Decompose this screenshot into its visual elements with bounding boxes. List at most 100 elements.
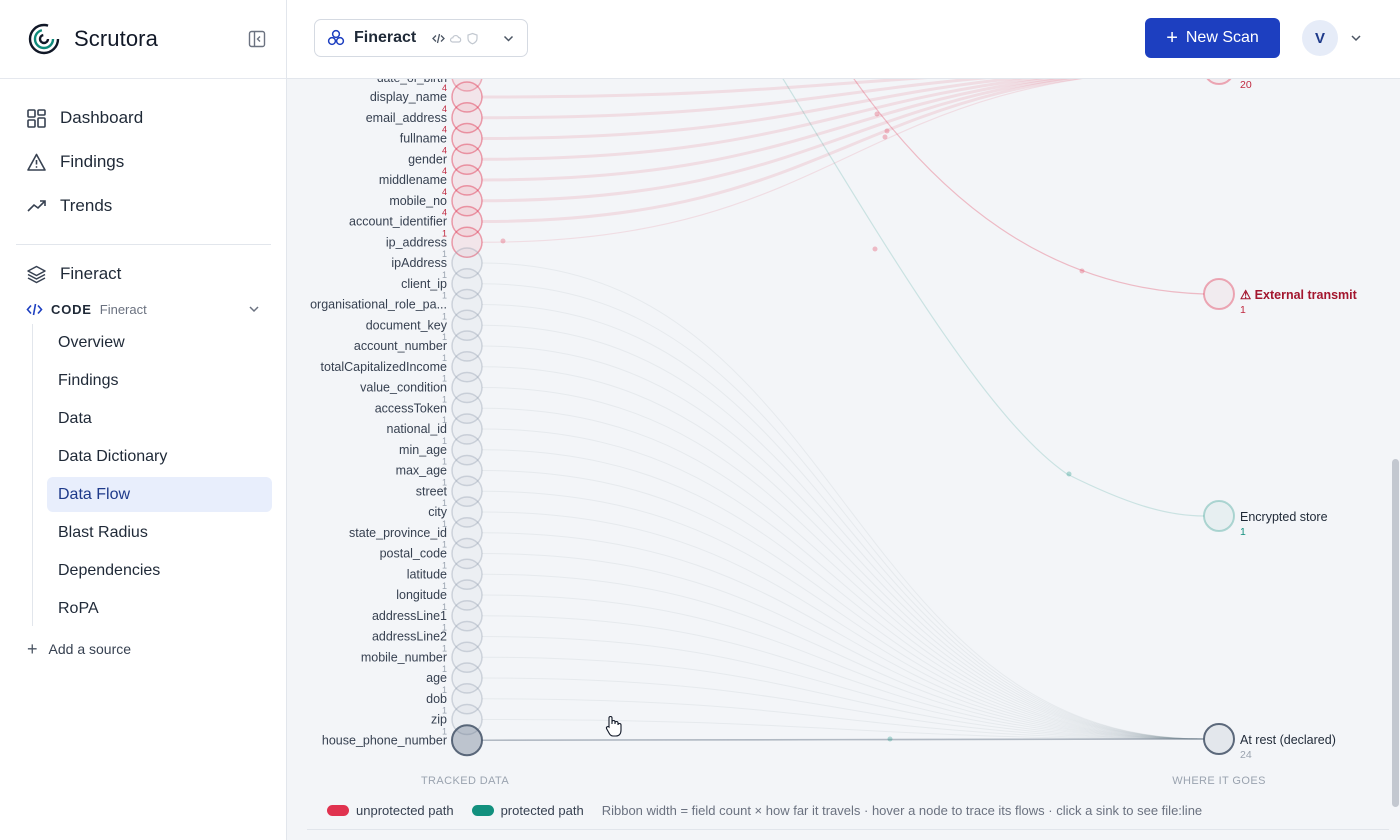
pointer-cursor-icon [605, 716, 622, 737]
field-node[interactable] [451, 164, 483, 196]
field-label: date_of_birth [377, 79, 447, 85]
field-node[interactable] [451, 268, 483, 300]
subnav-data-flow[interactable]: Data Flow [47, 477, 272, 512]
field-count: 1 [442, 643, 447, 653]
subnav-ropa[interactable]: RoPA [58, 599, 99, 617]
field-node[interactable] [451, 79, 483, 92]
sink-count: 24 [1240, 749, 1252, 761]
scrollbar-thumb[interactable] [1392, 459, 1399, 807]
field-label: postal_code [380, 547, 447, 561]
field-node[interactable] [451, 517, 483, 549]
field-node[interactable] [451, 413, 483, 445]
scrollbar[interactable] [1391, 79, 1400, 840]
ribbon-at-rest [481, 532, 1205, 740]
chevron-down-icon[interactable] [247, 302, 261, 316]
sidebar-project-name: Fineract [60, 264, 122, 283]
field-node[interactable] [451, 558, 483, 590]
collapse-sidebar-icon[interactable] [247, 29, 267, 49]
field-node[interactable] [451, 434, 483, 466]
ribbon-at-rest [481, 719, 1205, 740]
field-count: 4 [442, 145, 447, 155]
ribbon-at-rest [481, 677, 1205, 740]
nav-dashboard[interactable]: Dashboard [0, 96, 286, 140]
sink-node[interactable] [1203, 278, 1235, 310]
warning-icon [27, 153, 46, 171]
subnav-blast-radius[interactable]: Blast Radius [58, 523, 148, 541]
field-label: zip [431, 713, 447, 727]
field-node[interactable] [451, 247, 483, 279]
chevron-down-icon [503, 35, 514, 42]
field-node[interactable] [451, 330, 483, 362]
ribbon-at-rest [481, 738, 1205, 742]
ribbon-unprotected [481, 79, 1060, 182]
field-node[interactable] [451, 454, 483, 487]
subnav-findings[interactable]: Findings [58, 371, 119, 389]
field-node[interactable] [451, 579, 483, 611]
app-name: Scrutora [74, 26, 158, 51]
sink-node[interactable] [1203, 723, 1235, 755]
field-node[interactable] [451, 122, 483, 155]
nav-trends[interactable]: Trends [0, 184, 286, 228]
field-label: middlename [379, 173, 447, 187]
field-count: 1 [442, 706, 447, 716]
field-node[interactable] [451, 662, 483, 694]
add-source-button[interactable]: + Add a source [0, 634, 286, 664]
ribbon-unprotected [481, 79, 927, 99]
field-node[interactable] [451, 81, 483, 113]
field-node[interactable] [451, 392, 483, 424]
nav-findings[interactable]: Findings [0, 140, 286, 184]
chevron-down-icon[interactable] [1349, 31, 1363, 45]
field-node[interactable] [451, 143, 483, 175]
field-label: street [416, 484, 448, 498]
main-nav: Dashboard Findings Trends [0, 79, 286, 228]
add-source-label: Add a source [48, 641, 132, 657]
ribbon-at-rest [481, 428, 1205, 740]
subnav-dependencies[interactable]: Dependencies [58, 561, 161, 579]
field-count: 4 [442, 104, 447, 114]
field-node[interactable] [451, 371, 483, 404]
field-node[interactable] [451, 205, 483, 238]
sink-node[interactable] [1204, 79, 1234, 85]
field-count: 1 [442, 623, 447, 633]
field-node[interactable] [451, 496, 483, 528]
user-avatar[interactable]: V [1302, 20, 1338, 56]
field-node[interactable] [451, 683, 483, 715]
subnav-data[interactable]: Data [58, 409, 92, 427]
field-node[interactable] [451, 475, 483, 507]
field-label: display_name [370, 90, 447, 104]
sidebar-project[interactable]: Fineract [0, 254, 286, 294]
project-icon [327, 29, 345, 46]
source-subnav: Overview Findings Data Data Dictionary D… [32, 324, 286, 626]
field-label: addressLine2 [372, 630, 447, 644]
field-node[interactable] [451, 309, 483, 341]
field-node[interactable] [451, 288, 483, 321]
ribbon-at-rest [481, 387, 1205, 740]
ribbon-protected [782, 79, 1205, 517]
nav-dashboard-label: Dashboard [60, 108, 144, 127]
field-label: ipAddress [391, 256, 447, 270]
field-node[interactable] [451, 351, 483, 383]
field-node[interactable] [451, 724, 483, 757]
field-node[interactable] [451, 641, 483, 673]
field-node[interactable] [451, 537, 483, 570]
field-node[interactable] [451, 102, 483, 134]
field-count: 1 [442, 249, 447, 259]
ribbon-unprotected [481, 79, 1084, 243]
field-node[interactable] [451, 226, 483, 258]
field-node[interactable] [451, 600, 483, 632]
subnav-overview[interactable]: Overview [58, 333, 125, 351]
field-node[interactable] [451, 185, 483, 217]
flow-legend: unprotected path protected path Ribbon w… [327, 803, 1202, 818]
source-code-row[interactable]: CODE Fineract [0, 294, 286, 324]
sink-node[interactable] [1203, 500, 1235, 532]
flow-dot [1066, 471, 1072, 477]
source-name-label: Fineract [99, 301, 147, 317]
sink-count: 1 [1240, 526, 1246, 538]
subnav-data-dictionary[interactable]: Data Dictionary [58, 447, 168, 465]
project-selector[interactable]: Fineract [314, 19, 528, 57]
field-node[interactable] [451, 620, 483, 653]
field-count: 1 [442, 353, 447, 363]
new-scan-button[interactable]: + New Scan [1145, 18, 1280, 58]
field-count: 1 [442, 270, 447, 280]
field-label: organisational_role_pa... [310, 298, 447, 312]
